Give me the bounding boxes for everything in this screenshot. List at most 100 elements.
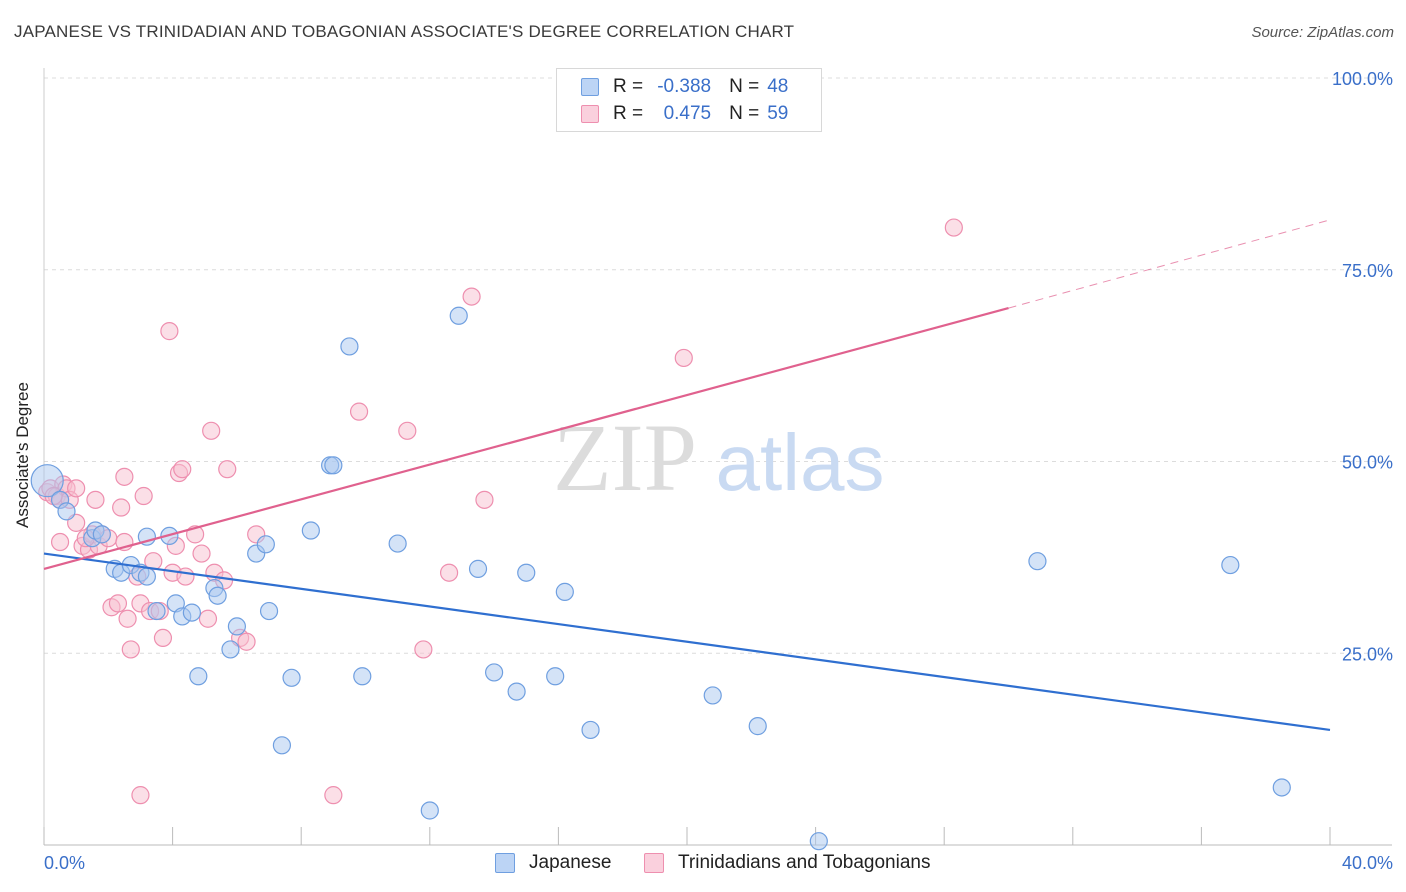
chart-title: JAPANESE VS TRINIDADIAN AND TOBAGONIAN A… (14, 22, 795, 41)
trendline-japanese (43, 552, 1331, 732)
trendline-trinidadians (43, 307, 1009, 570)
data-point-trinidadians (324, 786, 343, 805)
data-point-japanese (517, 563, 536, 582)
data-point-japanese (272, 736, 292, 755)
data-point-japanese (324, 456, 343, 475)
data-point-japanese (546, 667, 565, 686)
r-value: -0.388 (657, 76, 712, 97)
data-point-japanese (227, 617, 246, 636)
data-point-japanese (189, 667, 208, 686)
data-point-trinidadians (115, 467, 134, 486)
source-label: Source: ZipAtlas.com (1251, 24, 1394, 41)
legend-item-japanese[interactable]: Japanese (495, 852, 611, 874)
data-point-japanese (301, 521, 320, 540)
data-point-trinidadians (475, 490, 494, 509)
data-point-trinidadians (192, 544, 211, 563)
legend-swatch-japanese (581, 78, 599, 96)
data-point-japanese (420, 801, 439, 820)
stats-row-japanese: R = -0.388 N = 48 (581, 74, 788, 100)
grid-lines (44, 77, 1392, 654)
data-point-trinidadians (112, 498, 131, 517)
data-point-japanese (703, 686, 722, 705)
data-point-trinidadians (237, 632, 256, 651)
legend-item-trinidadians[interactable]: Trinidadians and Tobagonians (644, 852, 930, 874)
data-point-trinidadians (173, 460, 192, 479)
watermark: ZIP atlas (553, 404, 884, 511)
data-point-trinidadians (674, 348, 693, 368)
watermark-zip: ZIP (553, 404, 697, 511)
data-point-trinidadians (131, 786, 150, 805)
series-legend: Japanese Trinidadians and Tobagonians (0, 850, 1406, 880)
data-point-trinidadians (50, 532, 70, 552)
legend-swatch-trinidadians (581, 105, 599, 123)
data-point-japanese (147, 601, 166, 621)
data-point-trinidadians (121, 640, 140, 659)
data-point-trinidadians (144, 552, 163, 571)
data-point-trinidadians (414, 640, 433, 659)
data-point-japanese (1028, 552, 1047, 571)
data-point-japanese (581, 720, 600, 740)
tick-labels: 100.0% 75.0% 50.0% 25.0% 0.0% 40.0% (44, 69, 1393, 873)
r-label: R = (613, 103, 644, 124)
data-point-trinidadians (108, 594, 128, 613)
legend-swatch-trinidadians (644, 853, 664, 873)
data-point-japanese (809, 832, 828, 851)
data-point-japanese (449, 306, 468, 325)
data-point-japanese (555, 582, 574, 601)
data-point-japanese (259, 601, 279, 621)
legend-label-japanese: Japanese (529, 852, 612, 873)
data-point-trinidadians (198, 609, 218, 628)
data-point-japanese (353, 667, 372, 686)
watermark-atlas: atlas (716, 418, 885, 507)
y-tick-label: 25.0% (1342, 644, 1393, 664)
data-point-japanese (256, 535, 275, 554)
y-tick-label: 50.0% (1342, 453, 1393, 473)
data-point-trinidadians (349, 402, 369, 421)
data-point-japanese (208, 586, 227, 605)
x-tick-label: 0.0% (44, 853, 85, 873)
data-point-japanese (282, 668, 301, 687)
n-value: 48 (767, 76, 789, 97)
r-value: 0.475 (663, 103, 712, 124)
series-trinidadians-points (38, 218, 963, 805)
trend-lines (43, 219, 1331, 732)
legend-label-trinidadians: Trinidadians and Tobagonians (678, 852, 931, 873)
data-point-japanese (340, 337, 359, 356)
axes (43, 68, 1392, 846)
data-point-trinidadians (176, 567, 195, 586)
data-point-trinidadians (86, 490, 105, 509)
data-point-trinidadians (398, 421, 417, 440)
data-point-japanese (485, 663, 504, 682)
data-point-japanese (468, 559, 488, 578)
data-point-japanese (748, 717, 767, 736)
data-point-trinidadians (134, 486, 153, 506)
data-point-japanese (221, 640, 240, 659)
stats-row-trinidadians: R = 0.475 N = 59 (581, 101, 788, 127)
data-point-japanese (507, 682, 526, 701)
y-tick-label: 75.0% (1342, 261, 1393, 281)
data-point-japanese (182, 603, 201, 622)
data-point-japanese (137, 567, 156, 586)
data-point-japanese (1221, 555, 1240, 575)
data-point-japanese (57, 502, 76, 521)
data-point-japanese (30, 464, 64, 498)
data-point-japanese (388, 534, 407, 553)
data-point-trinidadians (439, 563, 459, 582)
data-point-trinidadians (153, 628, 173, 648)
data-point-trinidadians (202, 421, 221, 440)
n-label: N = (729, 103, 760, 124)
data-point-trinidadians (67, 479, 86, 498)
data-point-trinidadians (218, 460, 237, 479)
data-point-trinidadians (118, 609, 137, 628)
n-label: N = (729, 76, 760, 97)
r-label: R = (613, 76, 644, 97)
stats-legend: R = -0.388 N = 48 R = 0.475 N = 59 (556, 68, 822, 132)
data-point-trinidadians (160, 322, 179, 341)
trendline-trinidadians (1008, 219, 1331, 309)
series-japanese-points (30, 306, 1291, 851)
data-point-japanese (92, 525, 111, 544)
data-point-trinidadians (462, 287, 481, 306)
y-tick-label: 100.0% (1332, 69, 1393, 89)
legend-swatch-japanese (495, 853, 515, 873)
